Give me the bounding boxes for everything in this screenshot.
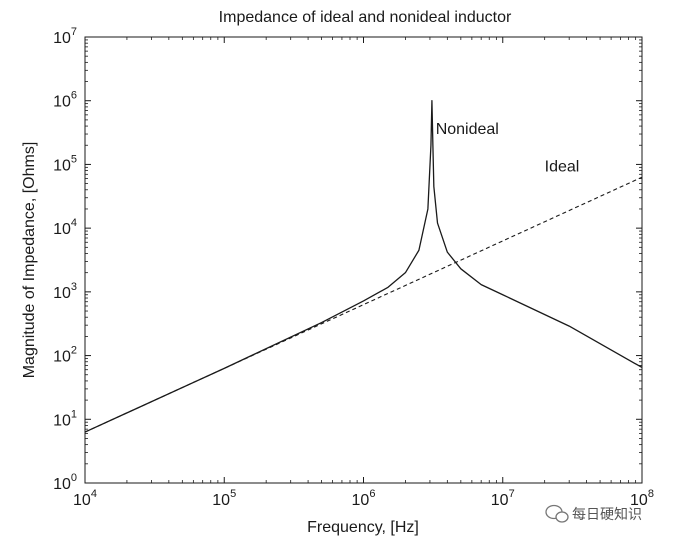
x-tick-label-base: 10 (352, 492, 370, 509)
y-tick-label: 103 (53, 281, 77, 302)
y-tick-label: 101 (53, 408, 77, 429)
x-tick-label: 104 (73, 488, 97, 509)
y-tick-label-exponent: 6 (71, 90, 77, 102)
x-axis-ticks: 104 105 106 107 108 (73, 37, 654, 509)
x-tick-label-exponent: 6 (369, 488, 375, 500)
y-axis-label: Magnitude of Impedance, [Ohms] (21, 142, 38, 379)
y-tick-label-base: 10 (53, 285, 71, 302)
y-tick-label-base: 10 (53, 221, 71, 238)
y-tick-label-exponent: 2 (71, 345, 77, 357)
y-tick-label-exponent: 3 (71, 281, 77, 293)
x-tick-label: 105 (212, 488, 236, 509)
y-tick-label-exponent: 7 (71, 26, 77, 38)
wechat-icon (545, 504, 569, 523)
y-tick-label-base: 10 (53, 412, 71, 429)
x-tick-label-base: 10 (491, 492, 509, 509)
y-tick-label-exponent: 5 (71, 153, 77, 165)
annotation-layer: Nonideal Ideal (436, 121, 580, 175)
y-tick-label-exponent: 1 (71, 408, 77, 420)
y-tick-label: 107 (53, 26, 77, 47)
y-tick-label-base: 10 (53, 476, 71, 493)
y-tick-label: 102 (53, 345, 77, 366)
x-tick-label-exponent: 4 (91, 488, 97, 500)
x-tick-label-exponent: 8 (648, 488, 654, 500)
x-tick-label-exponent: 5 (230, 488, 236, 500)
plot-frame (84, 36, 643, 484)
y-tick-label: 100 (53, 472, 77, 493)
series-line-nonideal (84, 100, 643, 433)
x-tick-label: 107 (491, 488, 515, 509)
y-tick-label: 105 (53, 153, 77, 174)
y-tick-label-base: 10 (53, 30, 71, 47)
x-tick-label-exponent: 7 (509, 488, 515, 500)
series-line-ideal (84, 176, 643, 433)
watermark-text: 每日硬知识 (572, 506, 642, 523)
y-tick-label-base: 10 (53, 94, 71, 111)
series-layer (84, 100, 643, 433)
x-tick-label-base: 10 (630, 492, 648, 509)
x-tick-label: 106 (352, 488, 376, 509)
x-tick-label-base: 10 (212, 492, 230, 509)
x-tick-label-base: 10 (73, 492, 91, 509)
y-tick-label-base: 10 (53, 157, 71, 174)
annotation-nonideal: Nonideal (436, 121, 499, 138)
y-tick-label-exponent: 0 (71, 472, 77, 484)
chart-title: Impedance of ideal and nonideal inductor (219, 9, 512, 26)
y-tick-label: 104 (53, 217, 77, 238)
x-tick-label: 108 (630, 488, 654, 509)
y-tick-label: 106 (53, 90, 77, 111)
y-tick-label-base: 10 (53, 349, 71, 366)
watermark: 每日硬知识 (545, 504, 642, 523)
x-axis-label: Frequency, [Hz] (307, 519, 419, 536)
y-tick-label-exponent: 4 (71, 217, 77, 229)
annotation-ideal: Ideal (545, 158, 580, 175)
